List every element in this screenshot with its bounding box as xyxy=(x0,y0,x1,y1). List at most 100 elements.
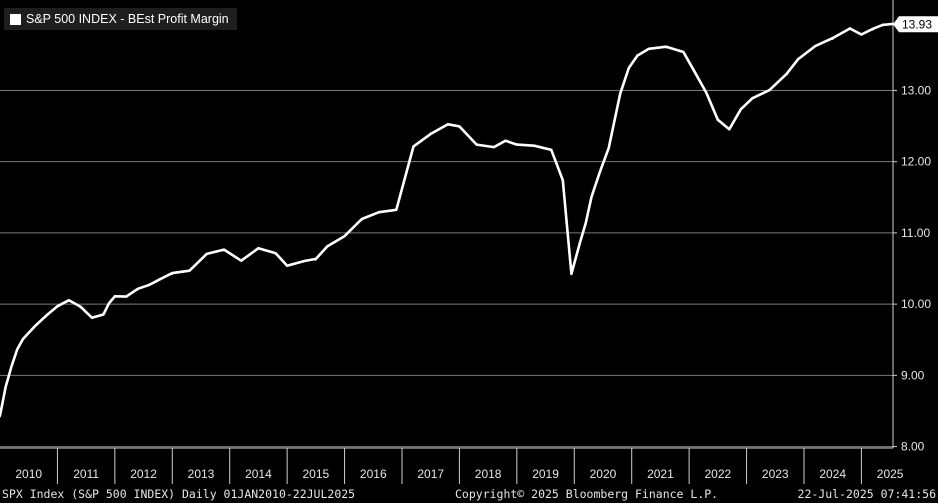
data-point-0-40 xyxy=(516,143,518,145)
x-tick-label-14: 2024 xyxy=(819,467,846,481)
data-point-0-51 xyxy=(628,68,630,70)
data-point-0-28 xyxy=(326,244,329,247)
footer: SPX Index (S&P 500 INDEX) Daily 01JAN201… xyxy=(0,487,938,503)
legend: S&P 500 INDEX - BEst Profit Margin xyxy=(4,8,237,30)
data-point-0-61 xyxy=(751,96,754,99)
x-tick-label-0: 2010 xyxy=(15,467,42,481)
x-tick-label-12: 2022 xyxy=(704,467,731,481)
data-point-0-35 xyxy=(447,123,449,126)
data-point-0-53 xyxy=(648,48,650,50)
data-point-0-55 xyxy=(682,50,685,53)
data-point-0-58 xyxy=(717,118,719,120)
x-tick-label-15: 2025 xyxy=(877,467,904,481)
data-point-0-70 xyxy=(881,23,884,26)
x-tick-label-4: 2014 xyxy=(245,467,272,481)
last-value-label: 13.93 xyxy=(902,18,932,32)
data-point-0-46 xyxy=(584,221,587,224)
last-value-group: 13.93 xyxy=(893,16,938,33)
data-point-0-33 xyxy=(412,146,415,149)
x-tick-label-9: 2019 xyxy=(532,467,559,481)
data-point-0-37 xyxy=(475,143,478,145)
data-point-0-39 xyxy=(504,140,507,143)
x-tick-label-8: 2018 xyxy=(475,467,502,481)
data-point-0-31 xyxy=(378,210,380,213)
x-tick-label-11: 2021 xyxy=(647,467,674,481)
grid-lines xyxy=(0,89,893,448)
series-line-0 xyxy=(0,22,895,417)
data-point-0-60 xyxy=(740,109,742,112)
data-point-0-4 xyxy=(22,337,24,340)
data-point-0-49 xyxy=(607,146,610,149)
data-point-0-36 xyxy=(458,126,461,129)
data-point-0-16 xyxy=(148,283,151,285)
data-point-0-52 xyxy=(636,54,639,56)
data-point-0-66 xyxy=(831,38,834,40)
data-point-0-15 xyxy=(137,289,139,291)
x-axis-ticks: 2010 2011 2012 2013 2014 2015 2016 2017 2018 2019… xyxy=(15,448,904,484)
data-point-0-59 xyxy=(728,128,731,131)
footer-security: SPX Index (S&P 500 INDEX) Daily 01JAN201… xyxy=(2,487,356,501)
data-point-0-42 xyxy=(550,150,553,152)
data-point-0-19 xyxy=(188,269,191,271)
data-point-0-21 xyxy=(223,249,225,252)
data-point-0-62 xyxy=(768,89,771,92)
legend-label: S&P 500 INDEX - BEst Profit Margin xyxy=(26,12,229,26)
data-point-0-10 xyxy=(91,316,93,318)
footer-timestamp: 22-Jul-2025 07:41:56 xyxy=(797,487,936,501)
data-point-0-9 xyxy=(79,306,82,309)
data-point-0-47 xyxy=(590,196,593,199)
y-tick-label-4: 12.00 xyxy=(901,155,931,169)
data-point-0-30 xyxy=(360,219,363,221)
data-point-0-25 xyxy=(286,264,288,266)
data-point-0-27 xyxy=(315,259,317,261)
data-point-0-23 xyxy=(257,247,260,250)
data-point-0-12 xyxy=(108,303,110,305)
y-tick-label-0: 8.00 xyxy=(901,440,925,454)
data-point-0-1 xyxy=(4,385,7,387)
series-group xyxy=(0,22,895,418)
data-point-0-64 xyxy=(797,57,800,60)
data-point-0-18 xyxy=(171,273,174,276)
data-point-0-13 xyxy=(114,294,116,297)
y-tick-label-5: 13.00 xyxy=(901,83,931,97)
x-tick-label-10: 2020 xyxy=(590,467,617,481)
y-axis-ticks: 8.00 9.00 10.00 11.00 12.00 13.00 xyxy=(893,83,931,454)
data-point-0-5 xyxy=(33,326,36,328)
data-point-0-14 xyxy=(125,296,128,298)
x-tick-label-6: 2016 xyxy=(360,467,387,481)
data-point-0-69 xyxy=(872,29,874,31)
x-tick-label-7: 2017 xyxy=(417,467,444,481)
data-point-0-38 xyxy=(493,146,495,149)
data-point-0-63 xyxy=(785,73,788,76)
legend-swatch xyxy=(10,13,21,25)
data-point-0-24 xyxy=(274,253,277,256)
data-point-0-57 xyxy=(705,93,708,95)
data-point-0-41 xyxy=(533,145,535,147)
x-tick-label-3: 2013 xyxy=(188,467,215,481)
data-point-0-17 xyxy=(159,278,162,280)
data-point-0-20 xyxy=(205,253,208,256)
data-point-0-26 xyxy=(303,260,306,263)
data-point-0-29 xyxy=(343,235,346,238)
data-point-0-67 xyxy=(849,26,851,29)
data-point-0-7 xyxy=(56,304,59,307)
y-tick-label-1: 9.00 xyxy=(901,368,925,382)
data-point-0-22 xyxy=(240,259,242,261)
data-point-0-54 xyxy=(665,46,667,49)
data-point-0-3 xyxy=(16,349,19,352)
y-tick-label-2: 10.00 xyxy=(901,297,931,311)
axes xyxy=(0,0,894,449)
x-tick-label-13: 2023 xyxy=(762,467,789,481)
data-point-0-6 xyxy=(45,316,47,318)
data-point-0-2 xyxy=(10,366,13,368)
data-point-0-48 xyxy=(599,171,601,174)
data-point-0-56 xyxy=(694,71,696,74)
data-point-0-50 xyxy=(619,93,622,95)
last-value-tag xyxy=(893,16,938,33)
data-point-0-34 xyxy=(429,132,432,134)
x-tick-label-1: 2011 xyxy=(73,467,99,481)
data-point-0-0 xyxy=(0,415,1,418)
data-point-0-45 xyxy=(579,242,581,245)
data-point-0-8 xyxy=(68,299,70,302)
